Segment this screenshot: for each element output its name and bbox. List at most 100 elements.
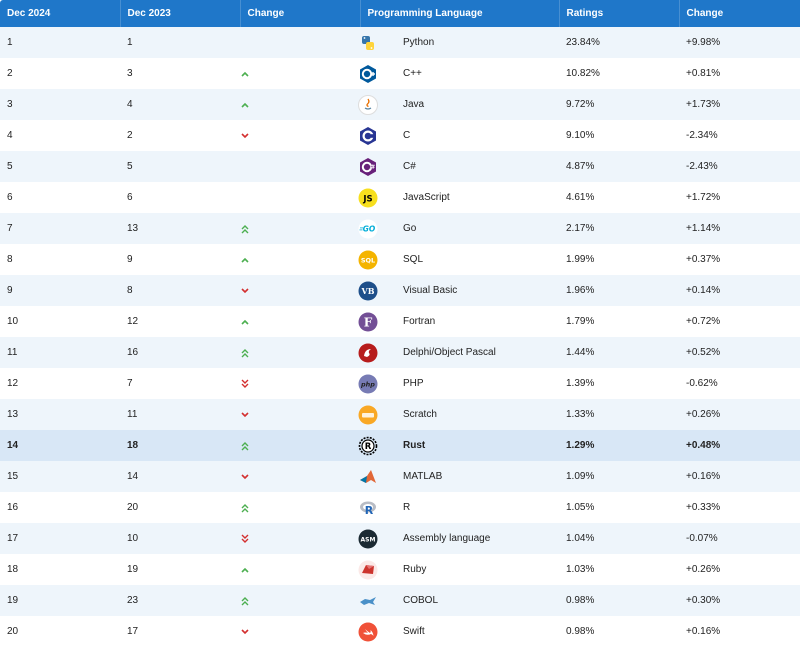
language-name[interactable]: MATLAB [403,471,443,483]
java-icon [358,94,378,115]
table-row[interactable]: 7 13 GO Go 2.17% +1.14% [0,213,800,244]
language-name[interactable]: Rust [403,440,426,452]
trend-cell [240,89,360,120]
language-name[interactable]: Visual Basic [403,285,458,297]
assembly-icon: ASM [358,529,378,549]
rating-value: 1.44% [566,347,595,358]
rust-icon: R [358,436,378,456]
cobol-icon [358,591,378,611]
trend-cell [240,523,360,554]
language-name[interactable]: C++ [403,68,422,80]
language-cell: F Fortran [358,306,559,337]
header-dec-2024[interactable]: Dec 2024 [7,8,51,19]
header-programming-language[interactable]: Programming Language [359,0,559,27]
table-row[interactable]: 13 11 Scratch 1.33% +0.26% [0,399,800,430]
language-name[interactable]: Delphi/Object Pascal [403,347,496,359]
table-row[interactable]: 18 19 Ruby 1.03% +0.26% [0,554,800,585]
trend-cell [240,120,360,151]
language-name[interactable]: Ruby [403,564,427,576]
svg-text:ASM: ASM [361,536,376,543]
change-value: +0.52% [686,347,721,358]
trend-double-up-icon [0,224,249,234]
change-value: +0.16% [686,471,721,482]
language-cell: Ruby [358,554,559,585]
language-name[interactable]: Python [403,37,435,49]
header-change-trend[interactable]: Change [239,0,360,27]
rank-dec-2024: 18 [7,564,19,575]
trend-cell [240,58,360,89]
r-icon: R [358,498,378,518]
language-name[interactable]: JavaScript [403,192,450,204]
trend-up-icon [0,317,249,327]
table-row[interactable]: 8 9 SQL SQL 1.99% +0.37% [0,244,800,275]
table-row[interactable]: 14 18 R Rust 1.29% +0.48% [0,430,800,461]
table-row[interactable]: 6 6 JS JavaScript 4.61% +1.72% [0,182,800,213]
trend-up-icon [0,69,249,79]
trend-up-icon [0,100,249,110]
javascript-icon: JS [358,188,378,208]
svg-text:R: R [365,504,374,517]
language-cell: Swift [358,616,559,647]
table-row[interactable]: 10 12 F Fortran 1.79% +0.72% [0,306,800,337]
table-row[interactable]: 11 16 Delphi/Object Pascal 1.44% +0.52% [0,337,800,368]
rank-dec-2024: 12 [7,378,19,389]
table-header: Dec 2024 Dec 2023 Change Programming Lan… [0,0,800,27]
trend-down-icon [0,627,249,637]
table-row[interactable]: 19 23 COBOL 0.98% +0.30% [0,585,800,616]
rank-dec-2023: 11 [127,409,138,420]
language-name[interactable]: C [403,130,411,142]
table-row[interactable]: 9 8 VB Visual Basic 1.96% +0.14% [0,275,800,306]
language-name[interactable]: PHP [403,378,424,390]
language-name[interactable]: Swift [403,626,425,638]
table-row[interactable]: 3 4 Java 9.72% +1.73% [0,89,800,120]
rank-dec-2023: 6 [127,192,133,203]
header-ratings[interactable]: Ratings [558,0,679,27]
table-row[interactable]: 20 17 Swift 0.98% +0.16% [0,616,800,647]
rank-dec-2023: 14 [127,471,139,482]
language-cell: GO Go [358,213,559,244]
table-row[interactable]: 5 5 # C# 4.87% -2.43% [0,151,800,182]
rank-dec-2023: 5 [127,161,133,172]
table-row[interactable]: 2 3 C++ 10.82% +0.81% [0,58,800,89]
rank-dec-2023: 10 [127,533,139,544]
rating-value: 2.17% [566,223,595,234]
trend-down-icon [0,286,249,296]
header-change-percent[interactable]: Change [678,0,800,27]
header-dec-2023[interactable]: Dec 2023 [119,0,240,27]
language-name[interactable]: R [403,502,411,514]
rank-dec-2024: 15 [7,471,19,482]
language-name[interactable]: C# [403,161,416,173]
table-row[interactable]: 12 7 php PHP 1.39% -0.62% [0,368,800,399]
header-row: Dec 2024 Dec 2023 Change Programming Lan… [0,0,800,27]
language-name[interactable]: Scratch [403,409,437,421]
svg-text:#: # [370,164,375,171]
rank-dec-2023: 18 [127,440,139,451]
rank-dec-2024: 10 [7,316,19,327]
language-cell: COBOL [360,585,559,616]
trend-double-up-icon [0,503,249,513]
rank-dec-2023: 2 [127,130,133,141]
change-value: +0.26% [686,409,721,420]
visual-basic-icon: VB [358,281,378,301]
language-cell: Python [360,27,559,58]
rank-dec-2024: 5 [7,161,13,172]
trend-down-icon [0,410,249,420]
rating-value: 1.33% [566,409,595,420]
table-row[interactable]: 17 10 ASM Assembly language 1.04% -0.07% [0,523,800,554]
language-name[interactable]: SQL [403,254,424,266]
language-name[interactable]: Java [403,99,425,111]
sql-icon: SQL [358,250,378,270]
language-name[interactable]: Fortran [403,316,436,328]
table-row[interactable]: 1 1 Python 23.84% +9.98% [0,27,800,58]
table-row[interactable]: 4 2 C 9.10% -2.34% [0,120,800,151]
table-row[interactable]: 15 14 MATLAB 1.09% +0.16% [0,461,800,492]
change-value: +0.14% [686,285,721,296]
go-icon: GO [358,219,378,239]
svg-text:VB: VB [361,286,375,296]
rank-dec-2023: 13 [127,223,139,234]
language-name[interactable]: Assembly language [403,533,491,545]
language-name[interactable]: COBOL [403,595,439,607]
rank-dec-2023: 17 [127,626,139,637]
language-name[interactable]: Go [403,223,417,235]
